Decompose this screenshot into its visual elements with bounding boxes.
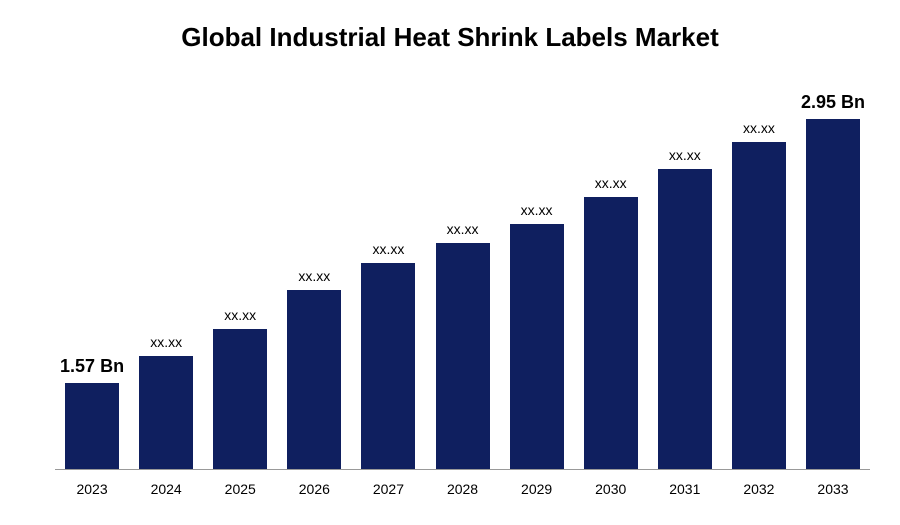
bars-container: 1.57 Bn xx.xx xx.xx xx.xx xx.xx xx.xx xx… <box>55 80 870 469</box>
x-axis-label: 2028 <box>425 481 499 497</box>
bar-value-label: xx.xx <box>447 221 479 237</box>
bar-value-label: xx.xx <box>669 147 701 163</box>
bar <box>65 383 119 469</box>
bar-group: xx.xx <box>648 80 722 469</box>
bar-group: xx.xx <box>277 80 351 469</box>
x-axis-label: 2030 <box>574 481 648 497</box>
bar-group: 1.57 Bn <box>55 80 129 469</box>
bar-value-label: xx.xx <box>372 241 404 257</box>
bar-value-label: xx.xx <box>595 175 627 191</box>
x-axis-label: 2032 <box>722 481 796 497</box>
x-axis-label: 2027 <box>351 481 425 497</box>
bar-group: xx.xx <box>722 80 796 469</box>
bar <box>510 224 564 469</box>
x-axis-label: 2026 <box>277 481 351 497</box>
x-axis-label: 2033 <box>796 481 870 497</box>
bar-value-label: xx.xx <box>521 202 553 218</box>
bar-value-label: 1.57 Bn <box>60 356 124 377</box>
bar <box>732 142 786 469</box>
bar-group: xx.xx <box>425 80 499 469</box>
bar-value-label: xx.xx <box>150 334 182 350</box>
chart-title: Global Industrial Heat Shrink Labels Mar… <box>0 0 900 53</box>
bar <box>658 169 712 469</box>
x-axis-label: 2025 <box>203 481 277 497</box>
x-axis-labels: 2023 2024 2025 2026 2027 2028 2029 2030 … <box>55 481 870 497</box>
bar <box>806 119 860 469</box>
bar-value-label: xx.xx <box>298 268 330 284</box>
x-axis-label: 2023 <box>55 481 129 497</box>
x-axis-label: 2029 <box>500 481 574 497</box>
x-axis-label: 2024 <box>129 481 203 497</box>
bar-group: xx.xx <box>500 80 574 469</box>
bar <box>213 329 267 469</box>
bar <box>139 356 193 469</box>
bar-value-label: xx.xx <box>224 307 256 323</box>
bar-value-label: 2.95 Bn <box>801 92 865 113</box>
bar-group: xx.xx <box>574 80 648 469</box>
bar-group: 2.95 Bn <box>796 80 870 469</box>
bar <box>361 263 415 469</box>
bar-group: xx.xx <box>203 80 277 469</box>
chart-plot-area: 1.57 Bn xx.xx xx.xx xx.xx xx.xx xx.xx xx… <box>55 80 870 470</box>
bar-value-label: xx.xx <box>743 120 775 136</box>
bar <box>287 290 341 469</box>
bar-group: xx.xx <box>351 80 425 469</box>
bar <box>584 197 638 469</box>
bar-group: xx.xx <box>129 80 203 469</box>
bar <box>436 243 490 469</box>
x-axis-label: 2031 <box>648 481 722 497</box>
